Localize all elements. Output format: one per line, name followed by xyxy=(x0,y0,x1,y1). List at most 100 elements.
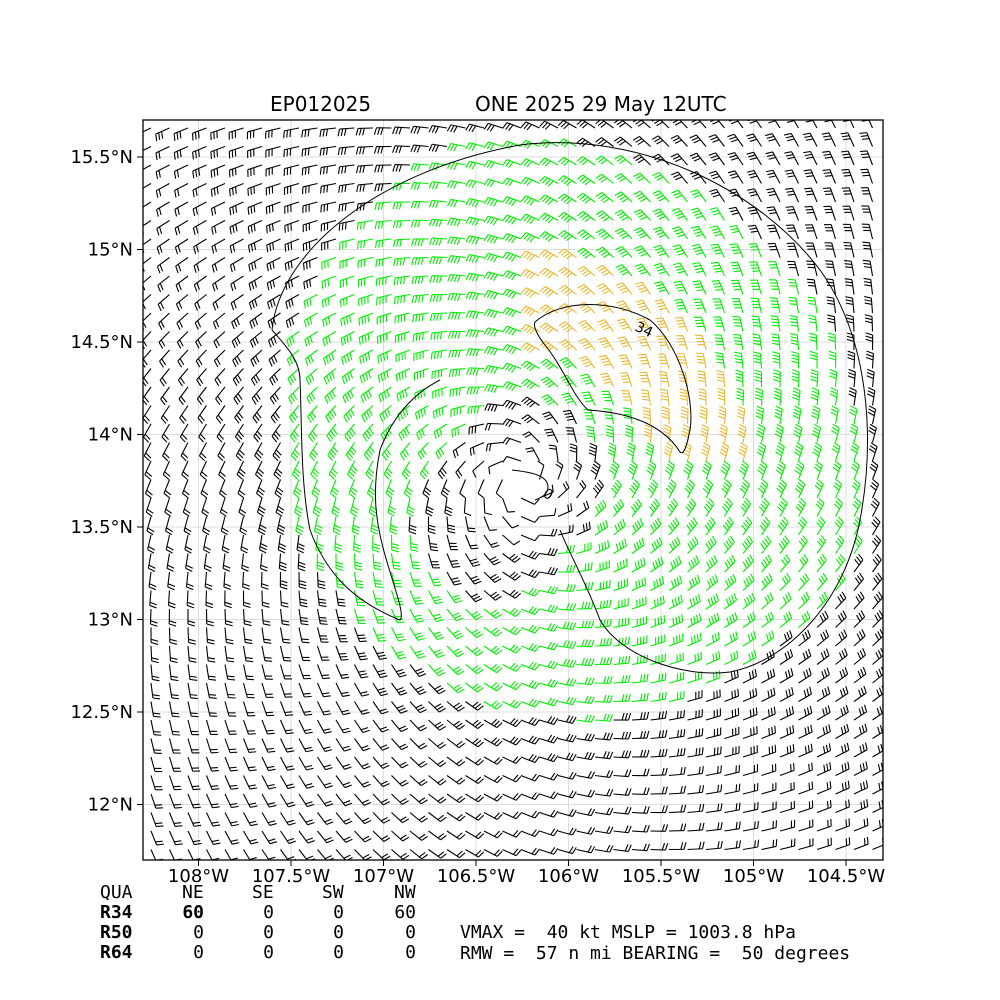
wind-barb xyxy=(205,793,220,809)
contour-label-34: 34 xyxy=(632,319,655,341)
wind-barb xyxy=(440,479,450,499)
wind-barb xyxy=(841,150,855,166)
wind-barb xyxy=(143,201,152,216)
wind-barb xyxy=(409,664,427,677)
wind-barb xyxy=(816,743,832,758)
wind-barb xyxy=(842,205,855,221)
wind-barb xyxy=(633,227,651,240)
table-row-label: R50 xyxy=(100,922,133,943)
table-cell: 0 xyxy=(405,942,416,963)
wind-barb xyxy=(557,790,577,799)
wind-barb xyxy=(779,687,794,702)
wind-barb xyxy=(742,707,758,721)
wind-barb xyxy=(613,844,632,852)
wind-barb xyxy=(242,756,257,772)
wind-barb xyxy=(779,554,791,573)
wind-barb xyxy=(843,120,855,129)
wind-barb xyxy=(779,611,793,628)
wind-barb xyxy=(256,497,266,517)
wind-barb xyxy=(266,219,281,234)
wind-barb xyxy=(203,553,212,572)
wind-barb xyxy=(261,590,270,608)
wind-barb xyxy=(409,756,428,768)
wind-barb xyxy=(539,139,559,149)
wind-barb xyxy=(355,127,374,136)
wind-barb xyxy=(483,252,503,263)
wind-barb xyxy=(224,812,240,827)
wind-barb xyxy=(668,556,682,573)
contour-34kt-outer xyxy=(271,142,868,674)
wind-barb xyxy=(724,783,741,795)
wind-barb xyxy=(705,689,721,703)
wind-barb xyxy=(150,793,164,809)
wind-barb xyxy=(465,812,485,821)
wind-barb xyxy=(247,145,263,159)
wind-barb xyxy=(787,260,800,277)
wind-barb xyxy=(409,701,427,714)
wind-barb xyxy=(229,257,244,273)
wind-barb xyxy=(778,535,790,554)
wind-barb xyxy=(411,256,429,266)
wind-barb xyxy=(465,123,485,133)
wind-barb xyxy=(705,593,719,610)
wind-barb xyxy=(175,294,189,311)
wind-barb xyxy=(353,534,362,553)
wind-barb xyxy=(177,349,189,368)
wind-barb xyxy=(808,314,818,332)
wind-barb xyxy=(859,132,874,147)
wind-barb xyxy=(297,553,306,572)
wind-barb xyxy=(613,578,629,592)
wind-barb xyxy=(255,479,265,499)
wind-barb xyxy=(378,386,392,403)
wind-barb xyxy=(483,141,503,151)
wind-barb xyxy=(377,368,392,383)
wind-barb xyxy=(392,201,411,210)
wind-barb xyxy=(410,144,429,153)
wind-barb xyxy=(520,717,540,727)
wind-barb xyxy=(409,812,428,823)
wind-barb xyxy=(169,849,182,860)
wind-barb xyxy=(822,169,837,184)
wind-barb xyxy=(815,497,825,517)
wind-barb xyxy=(502,418,522,428)
wind-barb xyxy=(853,742,868,758)
wind-barb xyxy=(630,498,642,517)
wind-barb xyxy=(548,444,559,462)
wind-barb xyxy=(243,775,258,790)
wind-barb xyxy=(324,386,337,404)
wind-barb xyxy=(850,460,860,480)
wind-barb xyxy=(540,376,559,388)
wind-barb xyxy=(596,282,614,295)
wind-barb xyxy=(173,127,189,141)
wind-barb xyxy=(557,156,577,166)
wind-barb xyxy=(353,571,364,589)
wind-barb xyxy=(853,666,867,684)
stats-line-vmax-mslp: VMAX = 40 kt MSLP = 1003.8 hPa xyxy=(460,922,796,943)
wind-barb xyxy=(483,718,503,729)
wind-barb xyxy=(502,307,522,318)
wind-barb xyxy=(147,534,155,554)
wind-barb xyxy=(816,648,830,665)
wind-barb xyxy=(248,257,263,272)
wind-barb xyxy=(283,182,300,195)
wind-barb xyxy=(224,682,236,699)
wind-barb xyxy=(705,535,717,554)
wind-barb xyxy=(266,275,281,291)
wind-barb xyxy=(540,394,559,406)
wind-barb xyxy=(428,701,446,713)
wind-barb xyxy=(255,460,265,480)
wind-barb xyxy=(285,312,300,329)
wind-barb xyxy=(279,608,290,626)
wind-barb xyxy=(539,809,559,818)
wind-barb xyxy=(631,673,649,684)
wind-barb xyxy=(816,781,832,795)
wind-barb xyxy=(576,500,590,517)
wind-barb xyxy=(269,386,281,405)
wind-barb xyxy=(168,738,181,754)
wind-barb xyxy=(446,775,466,785)
wind-barb xyxy=(372,812,391,824)
wind-barb xyxy=(236,460,246,480)
wind-barb xyxy=(712,298,726,314)
wind-barb xyxy=(374,219,392,230)
wind-barb xyxy=(483,700,503,710)
